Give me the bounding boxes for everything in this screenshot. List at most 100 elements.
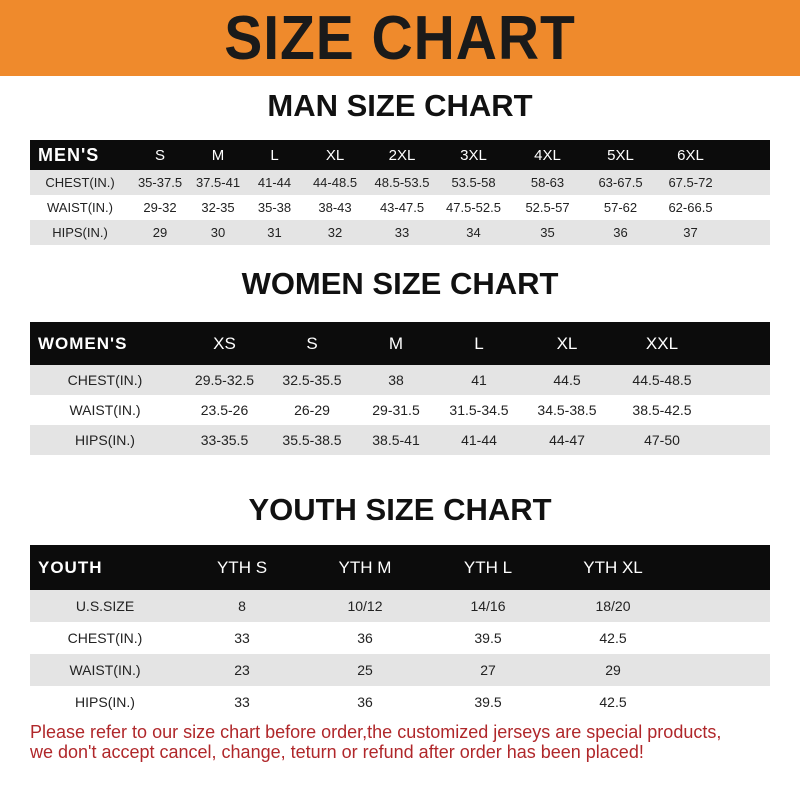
measurement-cell: 35.5-38.5 bbox=[282, 432, 342, 448]
measurement-cell: 43-47.5 bbox=[379, 200, 425, 215]
measurement-cell: 53.5-58 bbox=[451, 175, 496, 190]
size-header-cell: XL bbox=[325, 146, 345, 164]
table-row: CHEST(IN.) 33 36 39.5 42.5 bbox=[30, 622, 770, 654]
size-header-cell: YTH XL bbox=[583, 557, 643, 577]
row-label: WAIST(IN.) bbox=[47, 200, 113, 215]
measurement-cell: 29 bbox=[152, 225, 168, 240]
banner: SIZE CHART bbox=[0, 0, 800, 76]
measurement-cell: 38-43 bbox=[318, 200, 352, 215]
row-label: HIPS(IN.) bbox=[52, 225, 108, 240]
table-header-row: YOUTH YTH S YTH M YTH L YTH XL bbox=[30, 545, 770, 590]
measurement-cell: 32-35 bbox=[201, 200, 235, 215]
measurement-cell: 23 bbox=[234, 662, 250, 678]
banner-title: SIZE CHART bbox=[224, 3, 576, 73]
measurement-cell: 38.5-42.5 bbox=[632, 402, 692, 418]
table-row: CHEST(IN.) 35-37.5 37.5-41 41-44 44-48.5 48.5… bbox=[30, 170, 770, 195]
measurement-cell: 18/20 bbox=[595, 598, 631, 614]
measurement-cell: 33-35.5 bbox=[200, 432, 249, 448]
measurement-cell: 14/16 bbox=[470, 598, 506, 614]
measurement-cell: 33 bbox=[234, 694, 250, 710]
size-header-cell: YTH L bbox=[463, 557, 513, 577]
size-header-cell: 4XL bbox=[534, 146, 561, 164]
women-section-title: WOMEN SIZE CHART bbox=[241, 266, 559, 301]
table-row: HIPS(IN.) 33-35.5 35.5-38.5 38.5-41 41-44 44-… bbox=[30, 425, 770, 455]
size-header-cell: 2XL bbox=[388, 146, 416, 164]
size-header-cell: XL bbox=[556, 333, 578, 353]
measurement-cell: 44-48.5 bbox=[312, 175, 358, 190]
measurement-cell: 29 bbox=[605, 662, 621, 678]
table-row: WAIST(IN.) 29-32 32-35 35-38 38-43 43-47.5 47.… bbox=[30, 195, 770, 220]
row-label: CHEST(IN.) bbox=[67, 630, 143, 646]
size-header-cell: 3XL bbox=[460, 146, 487, 164]
measurement-cell: 29-32 bbox=[143, 200, 177, 215]
table-row: U.S.SIZE 8 10/12 14/16 18/20 bbox=[30, 590, 770, 622]
size-header-cell: S bbox=[154, 146, 165, 164]
measurement-cell: 29.5-32.5 bbox=[194, 372, 255, 388]
measurement-cell: 35 bbox=[540, 225, 555, 240]
measurement-cell: 32.5-35.5 bbox=[282, 372, 342, 388]
row-label: HIPS(IN.) bbox=[75, 432, 135, 448]
measurement-cell: 33 bbox=[234, 630, 250, 646]
measurement-cell: 38 bbox=[388, 372, 404, 388]
measurement-cell: 63-67.5 bbox=[598, 175, 643, 190]
men-size-table: MEN'S S M L XL 2XL 3XL 4XL 5XL 6XL CHEST(IN.) 35-37… bbox=[30, 140, 770, 245]
measurement-cell: 44.5-48.5 bbox=[632, 372, 692, 388]
measurement-cell: 30 bbox=[210, 225, 226, 240]
row-label: WAIST(IN.) bbox=[69, 662, 141, 678]
measurement-cell: 27 bbox=[480, 662, 496, 678]
measurement-cell: 31 bbox=[267, 225, 282, 240]
row-label: CHEST(IN.) bbox=[45, 175, 115, 190]
table-row: WAIST(IN.) 23 25 27 29 bbox=[30, 654, 770, 686]
order-notice: Please refer to our size chart before or… bbox=[30, 722, 790, 762]
size-header-cell: 5XL bbox=[607, 146, 634, 164]
youth-size-table: YOUTH YTH S YTH M YTH L YTH XL U.S.SIZE 8 10/12… bbox=[30, 545, 770, 718]
measurement-cell: 25 bbox=[357, 662, 373, 678]
measurement-cell: 42.5 bbox=[599, 694, 627, 710]
row-label: WAIST(IN.) bbox=[69, 402, 141, 418]
note-line-1: Please refer to our size chart before or… bbox=[30, 722, 722, 742]
measurement-cell: 29-31.5 bbox=[372, 402, 420, 418]
size-header-cell: M bbox=[388, 333, 404, 353]
size-header-cell: M bbox=[211, 146, 225, 164]
measurement-cell: 37.5-41 bbox=[195, 175, 241, 190]
measurement-cell: 47-50 bbox=[644, 432, 680, 448]
measurement-cell: 62-66.5 bbox=[668, 200, 713, 215]
measurement-cell: 39.5 bbox=[474, 630, 502, 646]
measurement-cell: 10/12 bbox=[347, 598, 383, 614]
measurement-cell: 41-44 bbox=[257, 175, 292, 190]
size-header-cell: YTH M bbox=[338, 557, 392, 577]
measurement-cell: 48.5-53.5 bbox=[374, 175, 430, 190]
measurement-cell: 34.5-38.5 bbox=[537, 402, 597, 418]
measurement-cell: 8 bbox=[238, 598, 246, 614]
table-header-row: MEN'S S M L XL 2XL 3XL 4XL 5XL 6XL bbox=[30, 140, 770, 170]
table-row: CHEST(IN.) 29.5-32.5 32.5-35.5 38 41 44.5 44.5… bbox=[30, 365, 770, 395]
row-label: HIPS(IN.) bbox=[75, 694, 135, 710]
size-header-cell: L bbox=[270, 146, 279, 164]
measurement-cell: 58-63 bbox=[530, 175, 565, 190]
measurement-cell: 47.5-52.5 bbox=[446, 200, 501, 215]
measurement-cell: 57-62 bbox=[603, 200, 638, 215]
table-row: HIPS(IN.) 33 36 39.5 42.5 bbox=[30, 686, 770, 718]
measurement-cell: 35-37.5 bbox=[137, 175, 183, 190]
measurement-cell: 41 bbox=[471, 372, 487, 388]
row-label: U.S.SIZE bbox=[75, 598, 135, 614]
measurement-cell: 44-47 bbox=[549, 432, 585, 448]
measurement-cell: 36 bbox=[357, 694, 373, 710]
measurement-cell: 42.5 bbox=[599, 630, 627, 646]
table-title-cell: MEN'S bbox=[38, 144, 100, 165]
measurement-cell: 39.5 bbox=[474, 694, 502, 710]
measurement-cell: 37 bbox=[683, 225, 698, 240]
measurement-cell: 52.5-57 bbox=[525, 200, 570, 215]
measurement-cell: 67.5-72 bbox=[668, 175, 713, 190]
size-header-cell: L bbox=[474, 333, 484, 353]
table-header-row: WOMEN'S XS S M L XL XXL bbox=[30, 322, 770, 365]
size-header-cell: S bbox=[306, 333, 318, 353]
measurement-cell: 31.5-34.5 bbox=[449, 402, 509, 418]
size-header-cell: XS bbox=[213, 333, 236, 353]
measurement-cell: 36 bbox=[613, 225, 628, 240]
measurement-cell: 41-44 bbox=[461, 432, 497, 448]
men-section-title: MAN SIZE CHART bbox=[267, 88, 533, 123]
measurement-cell: 44.5 bbox=[553, 372, 581, 388]
women-size-table: WOMEN'S XS S M L XL XXL CHEST(IN.) 29.5-32.5 32.5… bbox=[30, 322, 770, 455]
table-title-cell: YOUTH bbox=[38, 557, 103, 577]
